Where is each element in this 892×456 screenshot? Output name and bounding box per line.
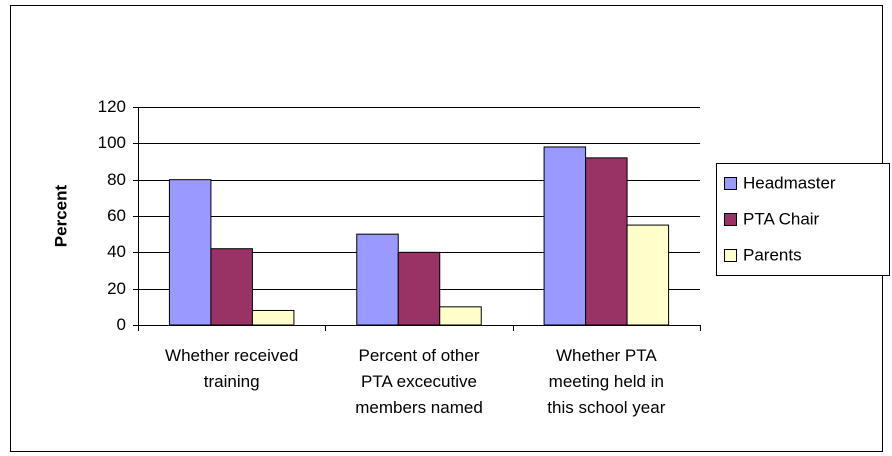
y-axis-label: Percent [51, 184, 70, 247]
bar [543, 146, 587, 326]
bar [585, 157, 628, 326]
y-tick-label: 0 [117, 315, 126, 334]
legend-swatch [724, 249, 737, 262]
y-tick-label: 100 [98, 133, 126, 152]
y-tick-label: 60 [107, 206, 126, 225]
legend-box [716, 163, 890, 276]
x-tick-label: Percent of other PTA excecutive members na… [355, 346, 483, 417]
x-tick-label: Whether PTA meeting held in this school ye… [547, 346, 665, 417]
legend-label: Headmaster [743, 173, 836, 192]
y-tick-label: 20 [107, 279, 126, 298]
bar [626, 224, 670, 326]
bar [356, 233, 399, 326]
bar [251, 309, 295, 326]
legend-swatch [724, 213, 737, 226]
y-tick-label: 80 [107, 170, 126, 189]
bar [168, 179, 212, 326]
legend-label: PTA Chair [743, 209, 820, 228]
legend-swatch [724, 177, 737, 190]
y-tick-label: 120 [98, 97, 126, 116]
x-tick-label: Whether received training [165, 346, 298, 391]
bar [439, 306, 482, 326]
bar [210, 248, 253, 326]
y-tick-label: 40 [107, 242, 126, 261]
legend-label: Parents [743, 245, 802, 264]
bar [397, 251, 441, 326]
